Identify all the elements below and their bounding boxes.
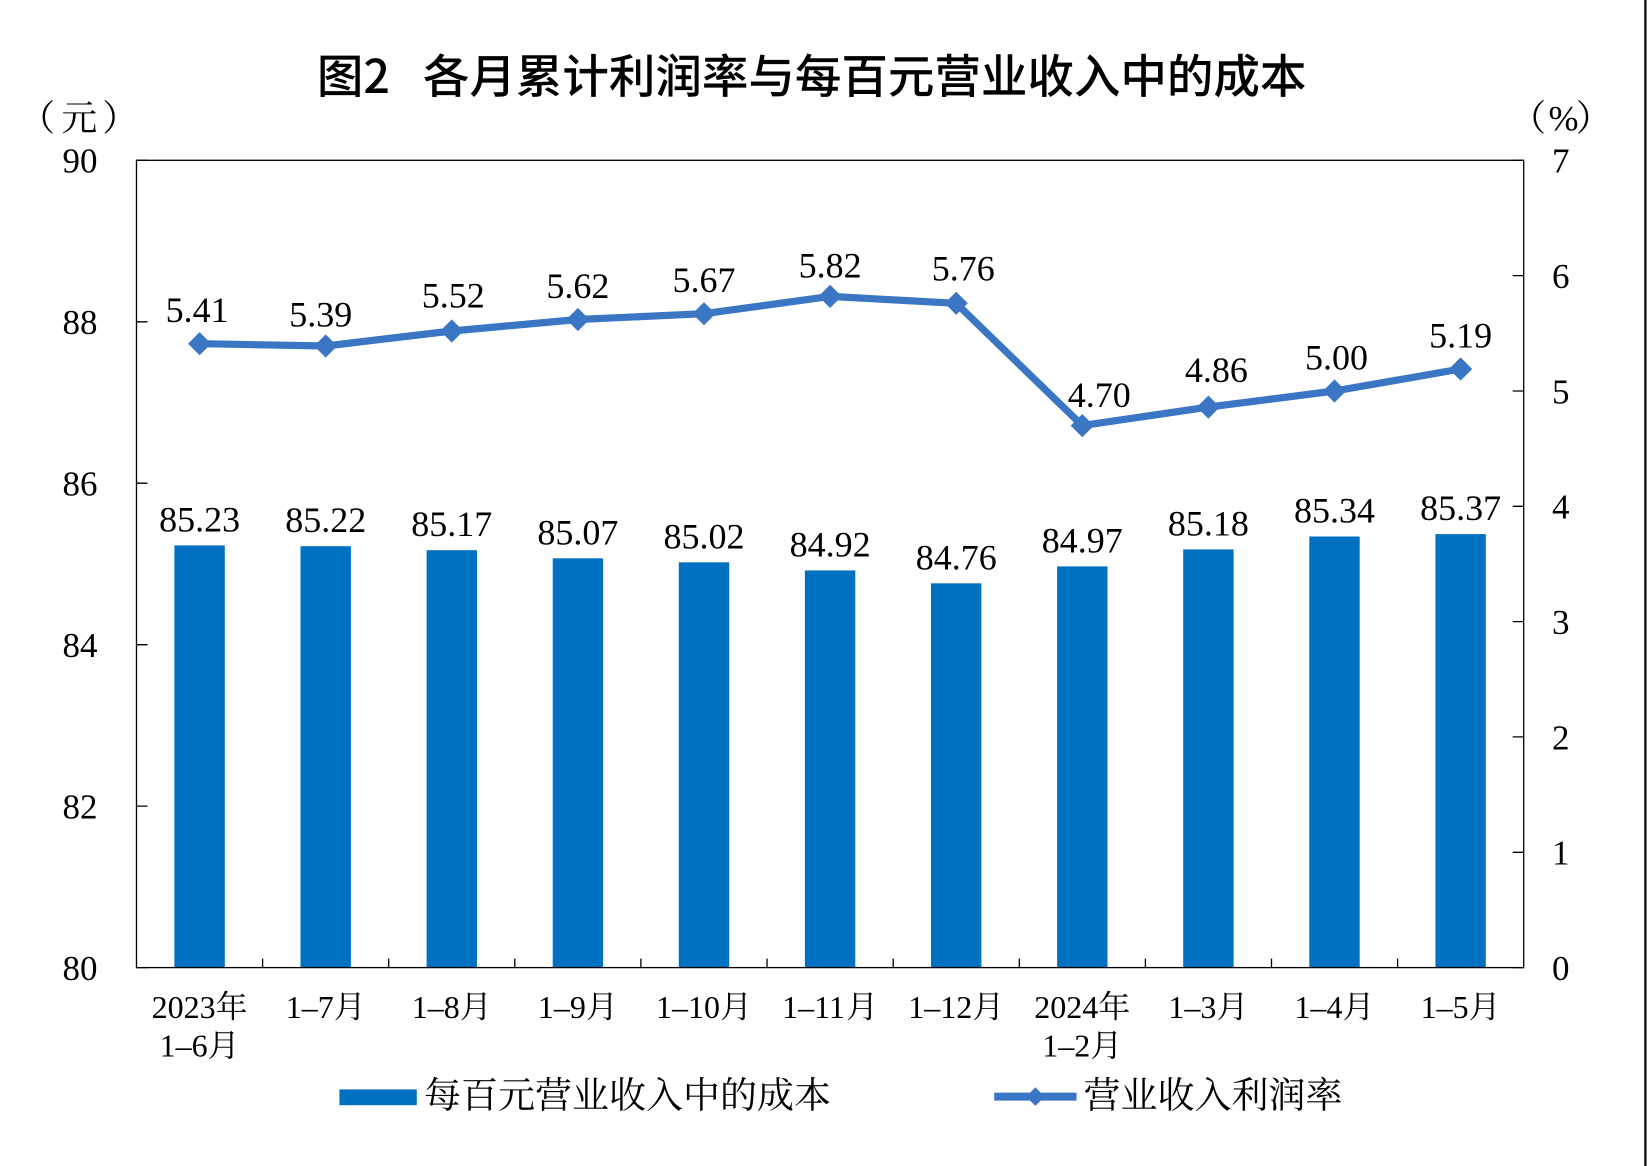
svg-text:84.97: 84.97	[1042, 520, 1123, 560]
svg-text:1–11: 1–11	[782, 989, 845, 1025]
svg-text:1–3: 1–3	[1168, 989, 1216, 1025]
svg-text:82: 82	[63, 788, 98, 827]
svg-text:1–10: 1–10	[656, 989, 720, 1025]
svg-text:1–9: 1–9	[538, 989, 586, 1025]
svg-text:80: 80	[63, 949, 98, 988]
svg-text:85.07: 85.07	[537, 512, 618, 552]
svg-text:1–6: 1–6	[160, 1028, 208, 1064]
svg-text:85.23: 85.23	[159, 499, 240, 539]
svg-text:2: 2	[1552, 718, 1570, 757]
svg-text:85.37: 85.37	[1420, 488, 1501, 528]
svg-text:84.76: 84.76	[916, 537, 997, 577]
svg-text:2024: 2024	[1034, 989, 1098, 1025]
svg-text:7: 7	[1552, 142, 1570, 181]
svg-text:4: 4	[1552, 488, 1570, 527]
svg-text:5: 5	[1552, 372, 1570, 411]
svg-text:%: %	[1549, 99, 1579, 139]
svg-text:84.92: 84.92	[790, 524, 871, 564]
svg-text:84: 84	[63, 626, 98, 665]
svg-text:3: 3	[1552, 603, 1570, 642]
svg-text:90: 90	[63, 142, 98, 181]
svg-text:4.86: 4.86	[1185, 350, 1248, 390]
svg-text:2023: 2023	[152, 989, 216, 1025]
svg-text:1–7: 1–7	[286, 989, 334, 1025]
svg-text:5.82: 5.82	[799, 245, 862, 285]
svg-text:86: 86	[63, 465, 98, 504]
svg-text:1–2: 1–2	[1042, 1028, 1090, 1064]
svg-text:0: 0	[1552, 949, 1570, 988]
svg-text:1–12: 1–12	[908, 989, 972, 1025]
svg-text:4.70: 4.70	[1068, 375, 1131, 415]
svg-text:5.19: 5.19	[1429, 316, 1492, 356]
svg-text:88: 88	[63, 303, 98, 342]
svg-text:5.41: 5.41	[166, 290, 229, 330]
svg-text:85.22: 85.22	[285, 500, 366, 540]
svg-text:6: 6	[1552, 257, 1570, 296]
svg-text:1–8: 1–8	[412, 989, 460, 1025]
svg-text:5.67: 5.67	[673, 260, 736, 300]
svg-text:1: 1	[1552, 834, 1570, 873]
svg-text:85.02: 85.02	[664, 516, 745, 556]
svg-text:85.18: 85.18	[1168, 503, 1249, 543]
svg-text:5.76: 5.76	[932, 248, 995, 288]
svg-text:85.34: 85.34	[1294, 491, 1375, 531]
svg-text:5.00: 5.00	[1305, 338, 1368, 378]
svg-text:5.39: 5.39	[289, 295, 352, 335]
svg-text:1–5: 1–5	[1421, 989, 1469, 1025]
svg-text:5.62: 5.62	[546, 266, 609, 306]
svg-text:1–4: 1–4	[1295, 989, 1343, 1025]
svg-text:5.52: 5.52	[422, 276, 485, 316]
svg-text:85.17: 85.17	[411, 504, 492, 544]
